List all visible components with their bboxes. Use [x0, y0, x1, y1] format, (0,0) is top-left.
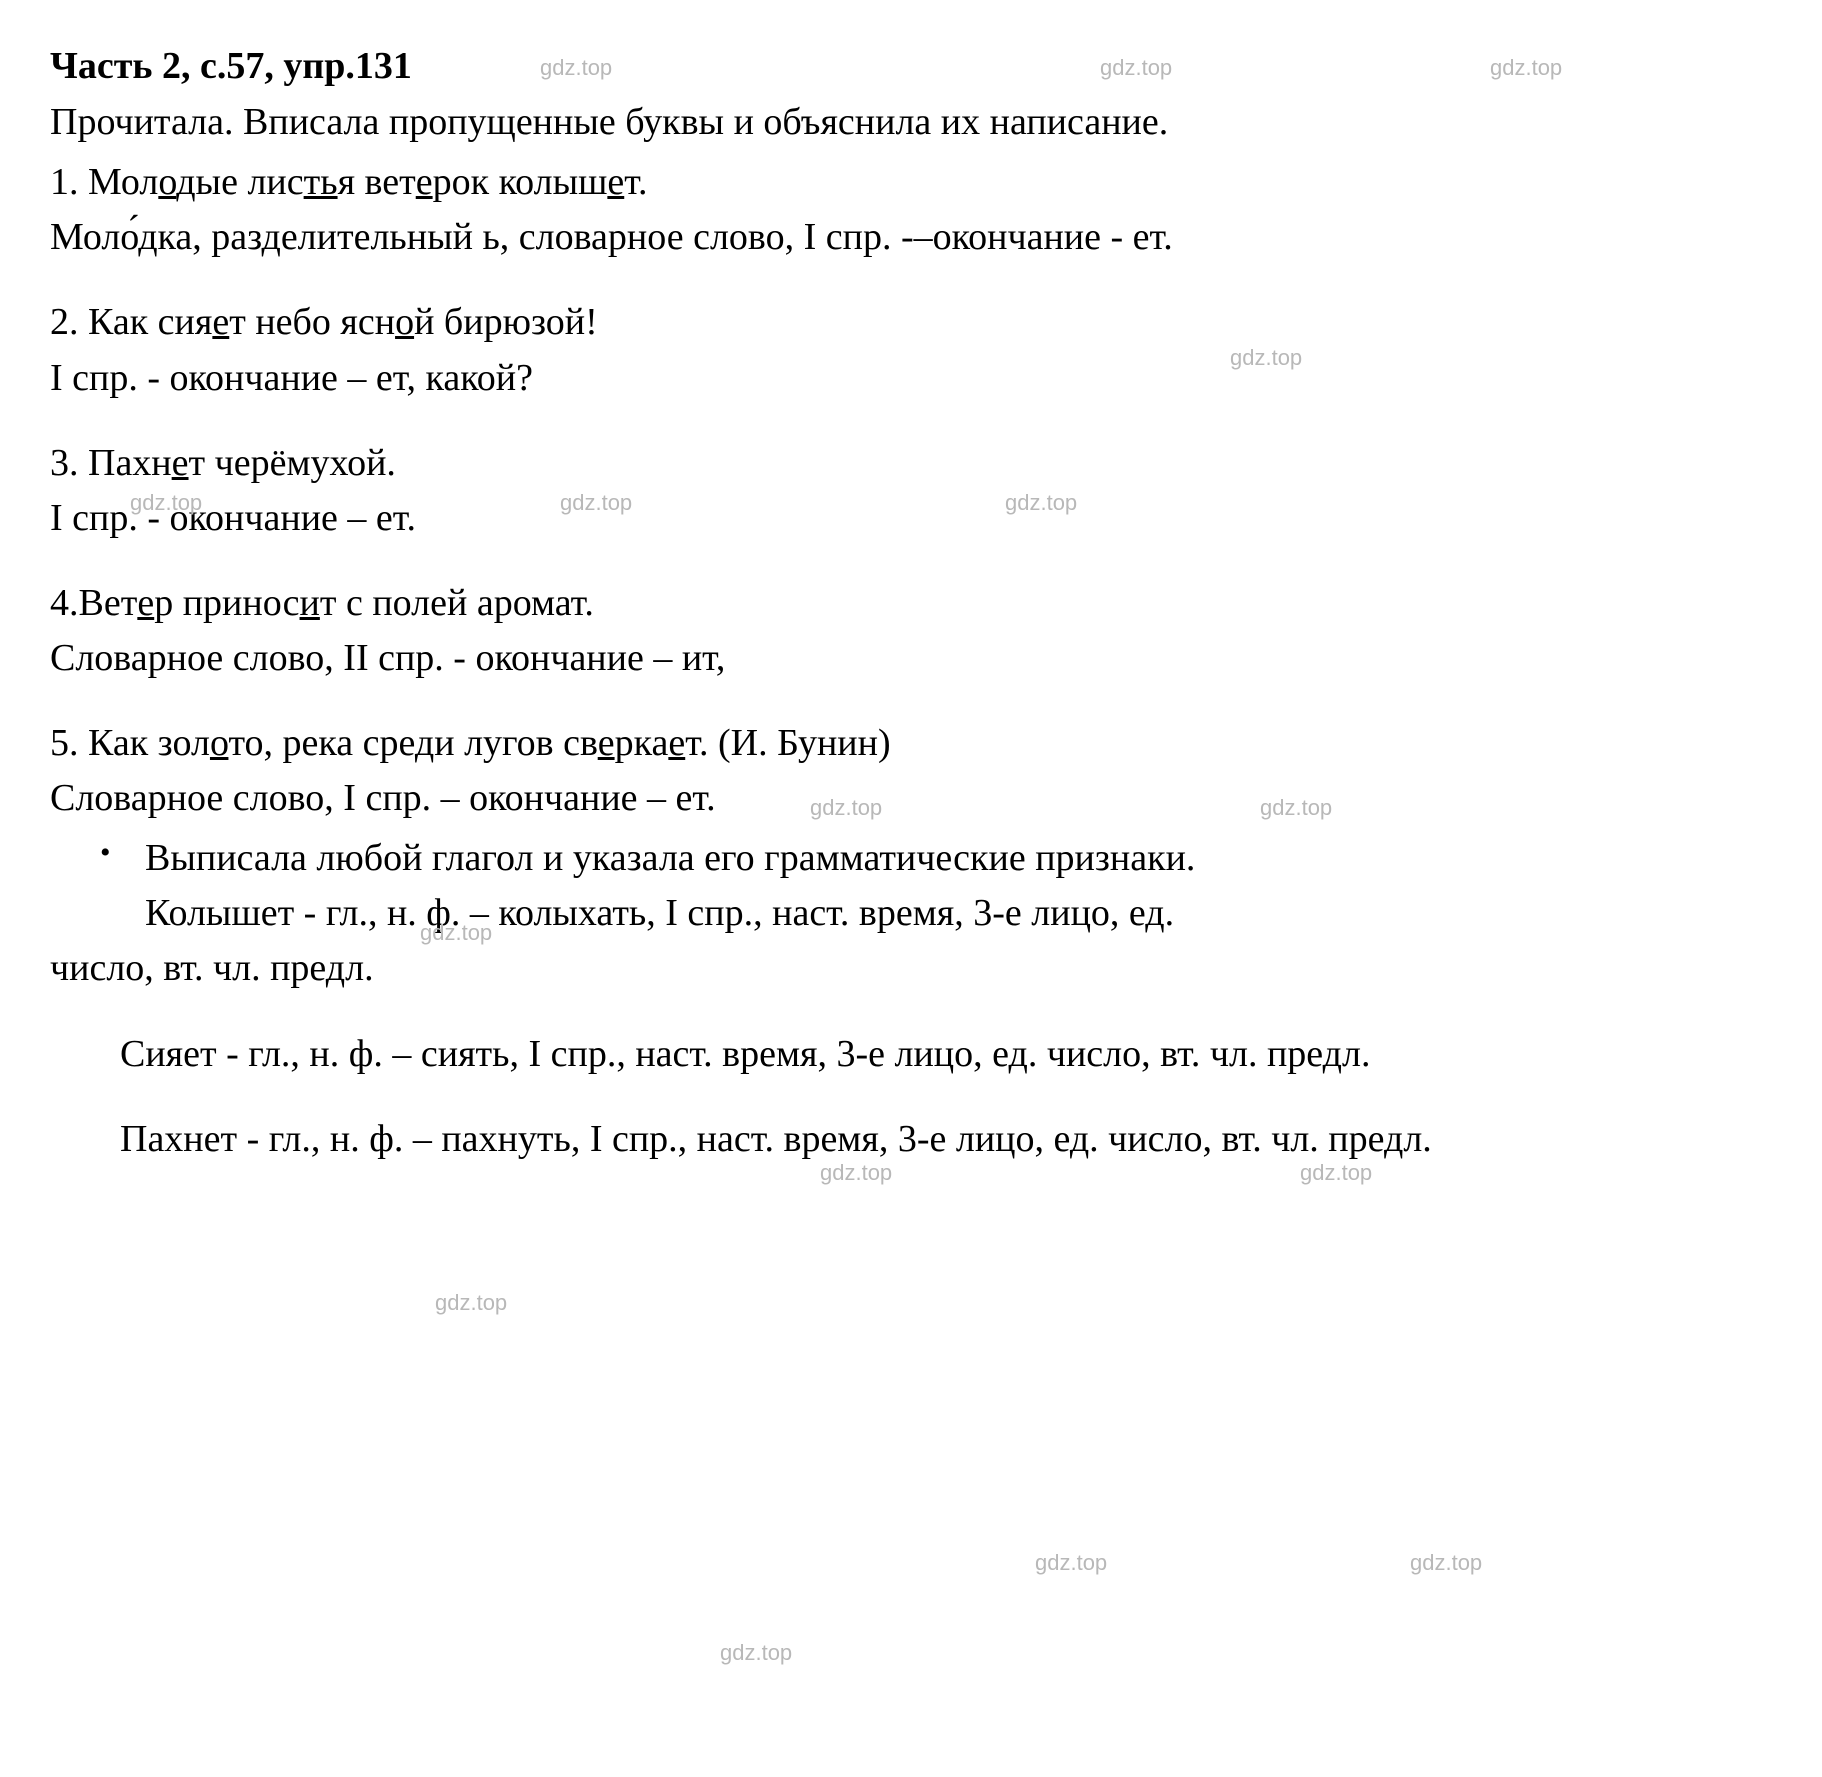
underlined-letter: е	[607, 161, 624, 203]
item-5: 5. Как золото, река среди лугов сверкает…	[50, 716, 1772, 826]
sentence-3: 3. Пахнет черёмухой.	[50, 436, 1772, 491]
explanation-1: Моло́дка, разделительный ь, словарное сл…	[50, 210, 1772, 265]
explanation-4: Словарное слово, ІІ спр. - окончание – и…	[50, 631, 1772, 686]
explanation-5: Словарное слово, І спр. – окончание – ет…	[50, 771, 1772, 826]
underlined-letter: е	[598, 722, 615, 764]
bullet-list: Выписала любой глагол и указала его грам…	[50, 831, 1772, 941]
underlined-letter: о	[210, 722, 229, 764]
watermark: gdz.top	[1035, 1550, 1107, 1576]
item-3: 3. Пахнет черёмухой. І спр. - окончание …	[50, 436, 1772, 546]
text-fragment: рок колыш	[433, 161, 608, 203]
watermark: gdz.top	[435, 1290, 507, 1316]
sentence-2: 2. Как сияет небо ясной бирюзой!	[50, 295, 1772, 350]
underlined-letter: и	[300, 582, 320, 624]
watermark: gdz.top	[1410, 1550, 1482, 1576]
exercise-title: Часть 2, с.57, упр.131	[50, 40, 1772, 93]
text-fragment: т с полей аромат.	[320, 582, 594, 624]
text-fragment: т.	[624, 161, 647, 203]
continuation-line: число, вт. чл. предл.	[50, 941, 1772, 996]
sentence-5: 5. Как золото, река среди лугов сверкает…	[50, 716, 1772, 771]
text-fragment: рка	[615, 722, 669, 764]
text-fragment: т небо ясн	[229, 301, 395, 343]
text-fragment: то, река среди лугов св	[228, 722, 597, 764]
explanation-3: І спр. - окончание – ет.	[50, 491, 1772, 546]
underlined-letter: е	[416, 161, 433, 203]
text-fragment: р принос	[154, 582, 299, 624]
bullet-item: Выписала любой глагол и указала его грам…	[145, 831, 1772, 941]
text-fragment: 3. Пахн	[50, 442, 172, 484]
text-fragment: т. (И. Бунин)	[685, 722, 890, 764]
text-fragment: я вет	[338, 161, 416, 203]
underlined-letter: е	[137, 582, 154, 624]
underlined-letter: о	[395, 301, 414, 343]
item-2: 2. Как сияет небо ясной бирюзой! І спр. …	[50, 295, 1772, 405]
text-fragment: 2. Как сия	[50, 301, 212, 343]
watermark: gdz.top	[720, 1640, 792, 1666]
bullet-line-2: Колышет - гл., н. ф. – колыхать, І спр.,…	[145, 892, 1174, 934]
bullet-line-1: Выписала любой глагол и указала его грам…	[145, 837, 1195, 879]
underlined-letter: е	[212, 301, 229, 343]
underlined-letter: е	[668, 722, 685, 764]
paragraph-3: Пахнет - гл., н. ф. – пахнуть, І спр., н…	[50, 1112, 1772, 1167]
underlined-letter: ть	[304, 161, 338, 203]
text-fragment: т черёмухой.	[189, 442, 396, 484]
item-4: 4.Ветер приносит с полей аромат. Словарн…	[50, 576, 1772, 686]
explanation-2: І спр. - окончание – ет, какой?	[50, 351, 1772, 406]
text-fragment: 5. Как зол	[50, 722, 210, 764]
intro-text: Прочитала. Вписала пропущенные буквы и о…	[50, 95, 1772, 150]
sentence-4: 4.Ветер приносит с полей аромат.	[50, 576, 1772, 631]
underlined-letter: о	[158, 161, 176, 203]
text-fragment: 1. Мол	[50, 161, 158, 203]
sentence-1: 1. Молодые листья ветерок колышет.	[50, 155, 1772, 210]
text-fragment: дые лис	[176, 161, 303, 203]
text-fragment: й бирюзой!	[414, 301, 598, 343]
underlined-letter: е	[172, 442, 189, 484]
text-fragment: 4.Вет	[50, 582, 137, 624]
paragraph-2: Сияет - гл., н. ф. – сиять, І спр., наст…	[50, 1027, 1772, 1082]
item-1: 1. Молодые листья ветерок колышет. Моло́…	[50, 155, 1772, 265]
